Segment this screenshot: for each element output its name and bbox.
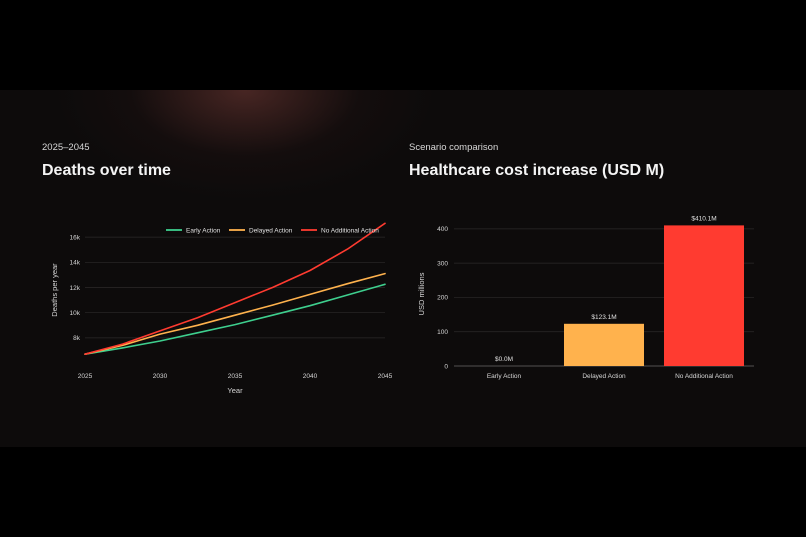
x-tick-label: 2030 — [153, 373, 168, 380]
x-tick-label: No Additional Action — [675, 373, 733, 380]
cost-bar-chart: 0 100 200 300 400 USD millions $0.0M Early Acti… — [417, 215, 754, 380]
legend-label: Early Action — [186, 227, 221, 234]
y-tick-label: 100 — [437, 329, 448, 336]
deaths-chart-title: Deaths over time — [42, 162, 171, 179]
cost-chart-title: Healthcare cost increase (USD M) — [409, 162, 665, 179]
legend-label: No Additional Action — [321, 227, 379, 234]
series-line-delayed-action — [84, 272, 386, 356]
series-line-early-action — [84, 283, 386, 356]
x-tick-label: Delayed Action — [582, 373, 626, 380]
chart-legend: Early Action Delayed Action No Additional … — [166, 227, 379, 234]
legend-label: Delayed Action — [249, 227, 293, 234]
legend-item-no-additional-action: No Additional Action — [301, 227, 379, 234]
deaths-chart-kicker: 2025–2045 — [42, 142, 90, 153]
y-tick-label: 0 — [444, 363, 448, 370]
cost-chart-card: Scenario comparison Healthcare cost incr… — [400, 90, 806, 447]
legend-item-delayed-action: Delayed Action — [229, 227, 293, 234]
y-tick-label: 400 — [437, 226, 448, 233]
y-axis-title: Deaths per year — [50, 263, 59, 317]
series-line-no-additional-action — [84, 222, 386, 356]
bar-delayed-action — [564, 323, 644, 366]
y-tick-label: 200 — [437, 295, 448, 302]
y-tick-label: 16k — [70, 234, 81, 241]
x-tick-label: 2025 — [78, 373, 93, 380]
bar-no-additional-action — [664, 225, 744, 366]
data-label-delayed-action: $123.1M — [591, 314, 616, 321]
data-label-no-additional-action: $410.1M — [691, 215, 716, 222]
y-tick-label: 12k — [70, 285, 81, 292]
y-axis-title: USD millions — [417, 272, 426, 315]
data-label-early-action: $0.0M — [495, 356, 513, 363]
legend-item-early-action: Early Action — [166, 227, 221, 234]
cost-chart-kicker: Scenario comparison — [409, 142, 499, 153]
y-tick-label: 10k — [70, 310, 81, 317]
x-axis-title: Year — [227, 386, 243, 395]
x-tick-label: 2045 — [378, 373, 393, 380]
y-tick-label: 8k — [73, 335, 81, 342]
y-tick-label: 300 — [437, 260, 448, 267]
deaths-chart-card: 2025–2045 Deaths over time — [0, 90, 400, 447]
y-tick-label: 14k — [70, 260, 81, 267]
x-tick-label: 2040 — [303, 373, 318, 380]
x-tick-label: 2035 — [228, 373, 243, 380]
deaths-line-chart: 8k 10k 12k 14k 16k 2025 2030 2035 2040 2045 Year De… — [50, 222, 393, 395]
x-tick-label: Early Action — [487, 373, 522, 380]
